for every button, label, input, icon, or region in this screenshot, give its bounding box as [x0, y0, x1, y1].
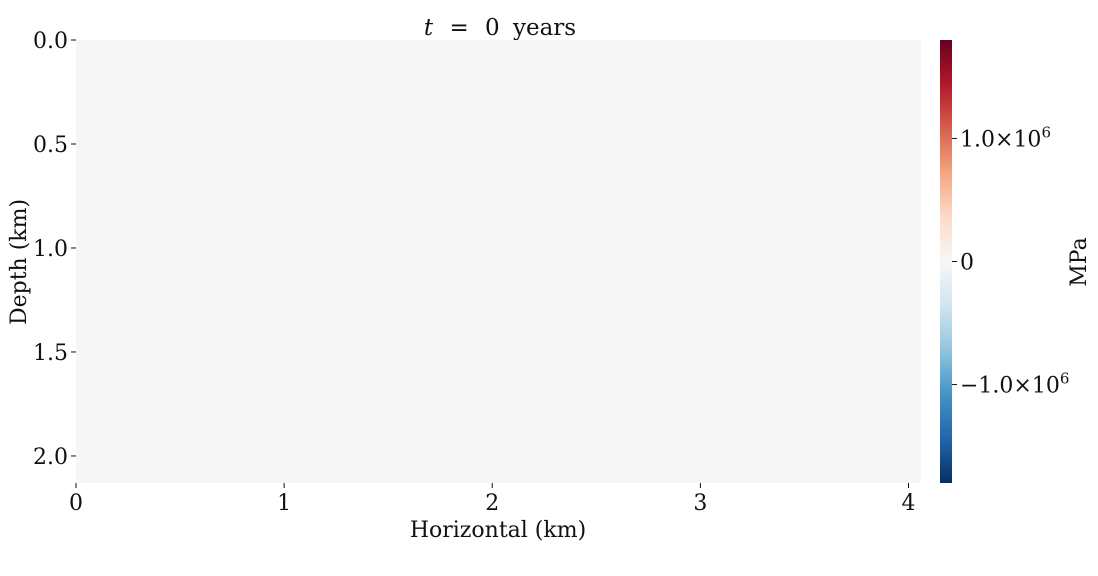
title-operator: =: [449, 15, 468, 41]
chart-title: t = 0 years: [424, 15, 576, 41]
x-tick-label: 4: [902, 491, 916, 516]
heatmap-field: [76, 40, 921, 483]
x-tick-label: 2: [485, 491, 499, 516]
colorbar-tick-label: 1.0×106: [960, 123, 1051, 152]
colorbar-tick-label: 0: [960, 251, 974, 276]
plot-area: 0 1 2 3 4 0.0 0.5 1.0 1.5 2.0: [33, 29, 921, 516]
y-tick-label: 2.0: [33, 445, 68, 470]
colorbar-label: MPa: [1067, 237, 1092, 286]
y-tick-label: 0.5: [33, 133, 68, 158]
x-tick-label: 1: [277, 491, 291, 516]
x-tick-label: 0: [69, 491, 83, 516]
colorbar-gradient: [940, 40, 952, 483]
y-axis-label: Depth (km): [7, 199, 32, 325]
title-variable: t: [424, 15, 434, 41]
x-axis-label: Horizontal (km): [410, 518, 586, 543]
x-axis: 0 1 2 3 4: [69, 483, 916, 516]
colorbar: 1.0×106 0 −1.0×106: [940, 40, 1069, 483]
y-tick-label: 1.5: [33, 341, 68, 366]
x-tick-label: 3: [693, 491, 707, 516]
title-unit: years: [512, 15, 576, 41]
colorbar-tick-label: −1.0×106: [960, 370, 1069, 399]
y-tick-label: 0.0: [33, 29, 68, 54]
y-axis: 0.0 0.5 1.0 1.5 2.0: [33, 29, 76, 470]
title-value: 0: [485, 15, 500, 41]
colorbar-ticks: 1.0×106 0 −1.0×106: [952, 123, 1069, 399]
y-tick-label: 1.0: [33, 237, 68, 262]
